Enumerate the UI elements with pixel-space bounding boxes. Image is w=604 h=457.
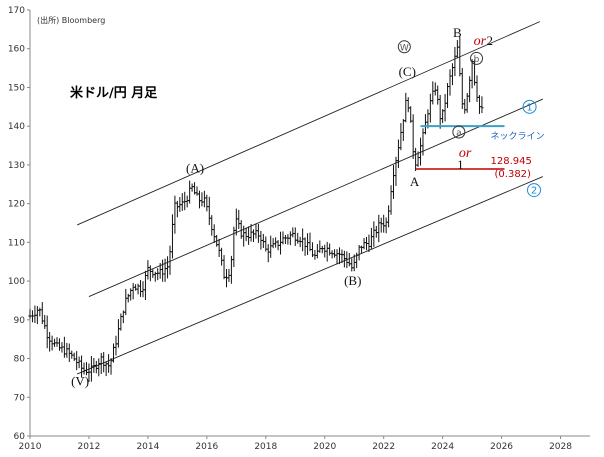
annotations: ネックライン128.945(0.382)(V)(A)(B)(C)AB12Wabo…	[71, 25, 544, 389]
circled-label: W	[400, 43, 409, 53]
x-tick-label: 2022	[372, 442, 395, 452]
channel-marker: 1	[526, 102, 532, 113]
y-tick-label: 70	[14, 393, 26, 403]
axes: 60 70 80 90 100 110 120 130 140 150 160 170 2010 2012…	[8, 6, 590, 452]
support-value: 128.945	[491, 156, 532, 167]
y-tick-label: 140	[8, 122, 25, 132]
or-label: or	[474, 34, 487, 49]
circled-label: a	[456, 128, 462, 138]
circled-label-ring	[397, 40, 411, 54]
wave-label: (C)	[399, 64, 416, 79]
x-tick-label: 2016	[195, 442, 218, 452]
x-tick-label: 2012	[77, 442, 100, 452]
wave-label: (B)	[344, 273, 361, 288]
y-tick-label: 110	[8, 238, 25, 248]
y-tick-label: 60	[14, 432, 26, 442]
y-tick-label: 120	[8, 200, 25, 210]
y-tick-label: 80	[14, 355, 26, 365]
channel-line-upper	[76, 21, 541, 226]
y-tick-label: 150	[8, 83, 25, 93]
y-tick-label: 130	[8, 161, 25, 171]
x-tick-label: 2020	[313, 442, 336, 452]
y-tick-label: 160	[8, 45, 25, 55]
wave-label: (A)	[186, 161, 204, 176]
channel-marker-ring	[527, 183, 541, 198]
channel-marker: 2	[531, 186, 537, 197]
circled-label: b	[474, 55, 480, 65]
chart-title: 米ドル/円 月足	[70, 85, 158, 101]
channel-marker-ring	[522, 99, 537, 114]
channel-lines	[76, 21, 544, 375]
x-tick-label: 2010	[19, 442, 42, 452]
support-ratio: (0.382)	[495, 169, 532, 180]
source-note: (出所) Bloomberg	[37, 15, 105, 25]
x-tick-label: 2024	[431, 442, 454, 452]
wave-label: (V)	[71, 374, 89, 389]
channel-line-middle	[88, 98, 544, 297]
x-tick-label: 2018	[254, 442, 277, 452]
y-tick-label: 170	[8, 6, 25, 16]
y-tick-label: 100	[8, 277, 25, 287]
x-tick-label: 2014	[136, 442, 159, 452]
wave-label: 1	[457, 157, 464, 172]
x-tick-label: 2028	[549, 442, 572, 452]
neckline-label: ネックライン	[491, 131, 545, 142]
channel-line-lower	[76, 176, 544, 375]
y-tick-label: 90	[14, 316, 26, 326]
wave-label: A	[410, 174, 420, 189]
circled-label-ring	[470, 51, 484, 65]
wave-label: B	[453, 25, 462, 40]
x-tick-label: 2026	[490, 442, 513, 452]
or-label: or	[459, 146, 472, 161]
circled-label-ring	[452, 125, 466, 139]
wave-label: 2	[487, 33, 494, 48]
price-bars	[28, 36, 484, 382]
